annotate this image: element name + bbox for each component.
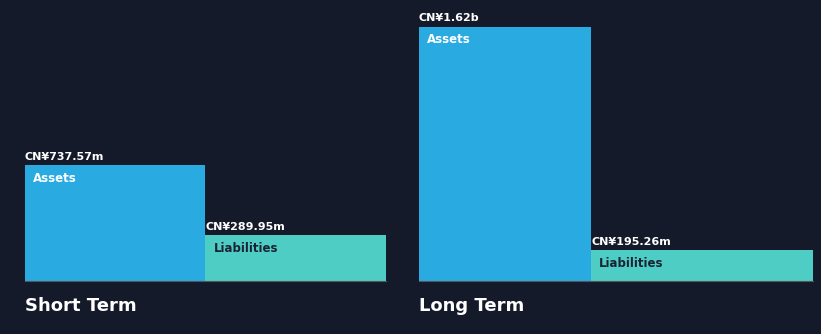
Text: CN¥737.57m: CN¥737.57m (25, 152, 104, 162)
Text: Assets: Assets (33, 172, 76, 185)
Bar (591, 250, 813, 281)
Text: Liabilities: Liabilities (599, 257, 664, 270)
Text: CN¥1.62b: CN¥1.62b (419, 13, 479, 23)
Text: CN¥289.95m: CN¥289.95m (205, 222, 285, 232)
Text: Liabilities: Liabilities (213, 242, 278, 255)
Text: CN¥195.26m: CN¥195.26m (591, 236, 671, 246)
Bar (419, 27, 591, 281)
Text: Long Term: Long Term (419, 297, 524, 315)
Bar (205, 235, 386, 281)
Text: Assets: Assets (427, 33, 470, 46)
Text: Short Term: Short Term (25, 297, 136, 315)
Bar (25, 165, 205, 281)
